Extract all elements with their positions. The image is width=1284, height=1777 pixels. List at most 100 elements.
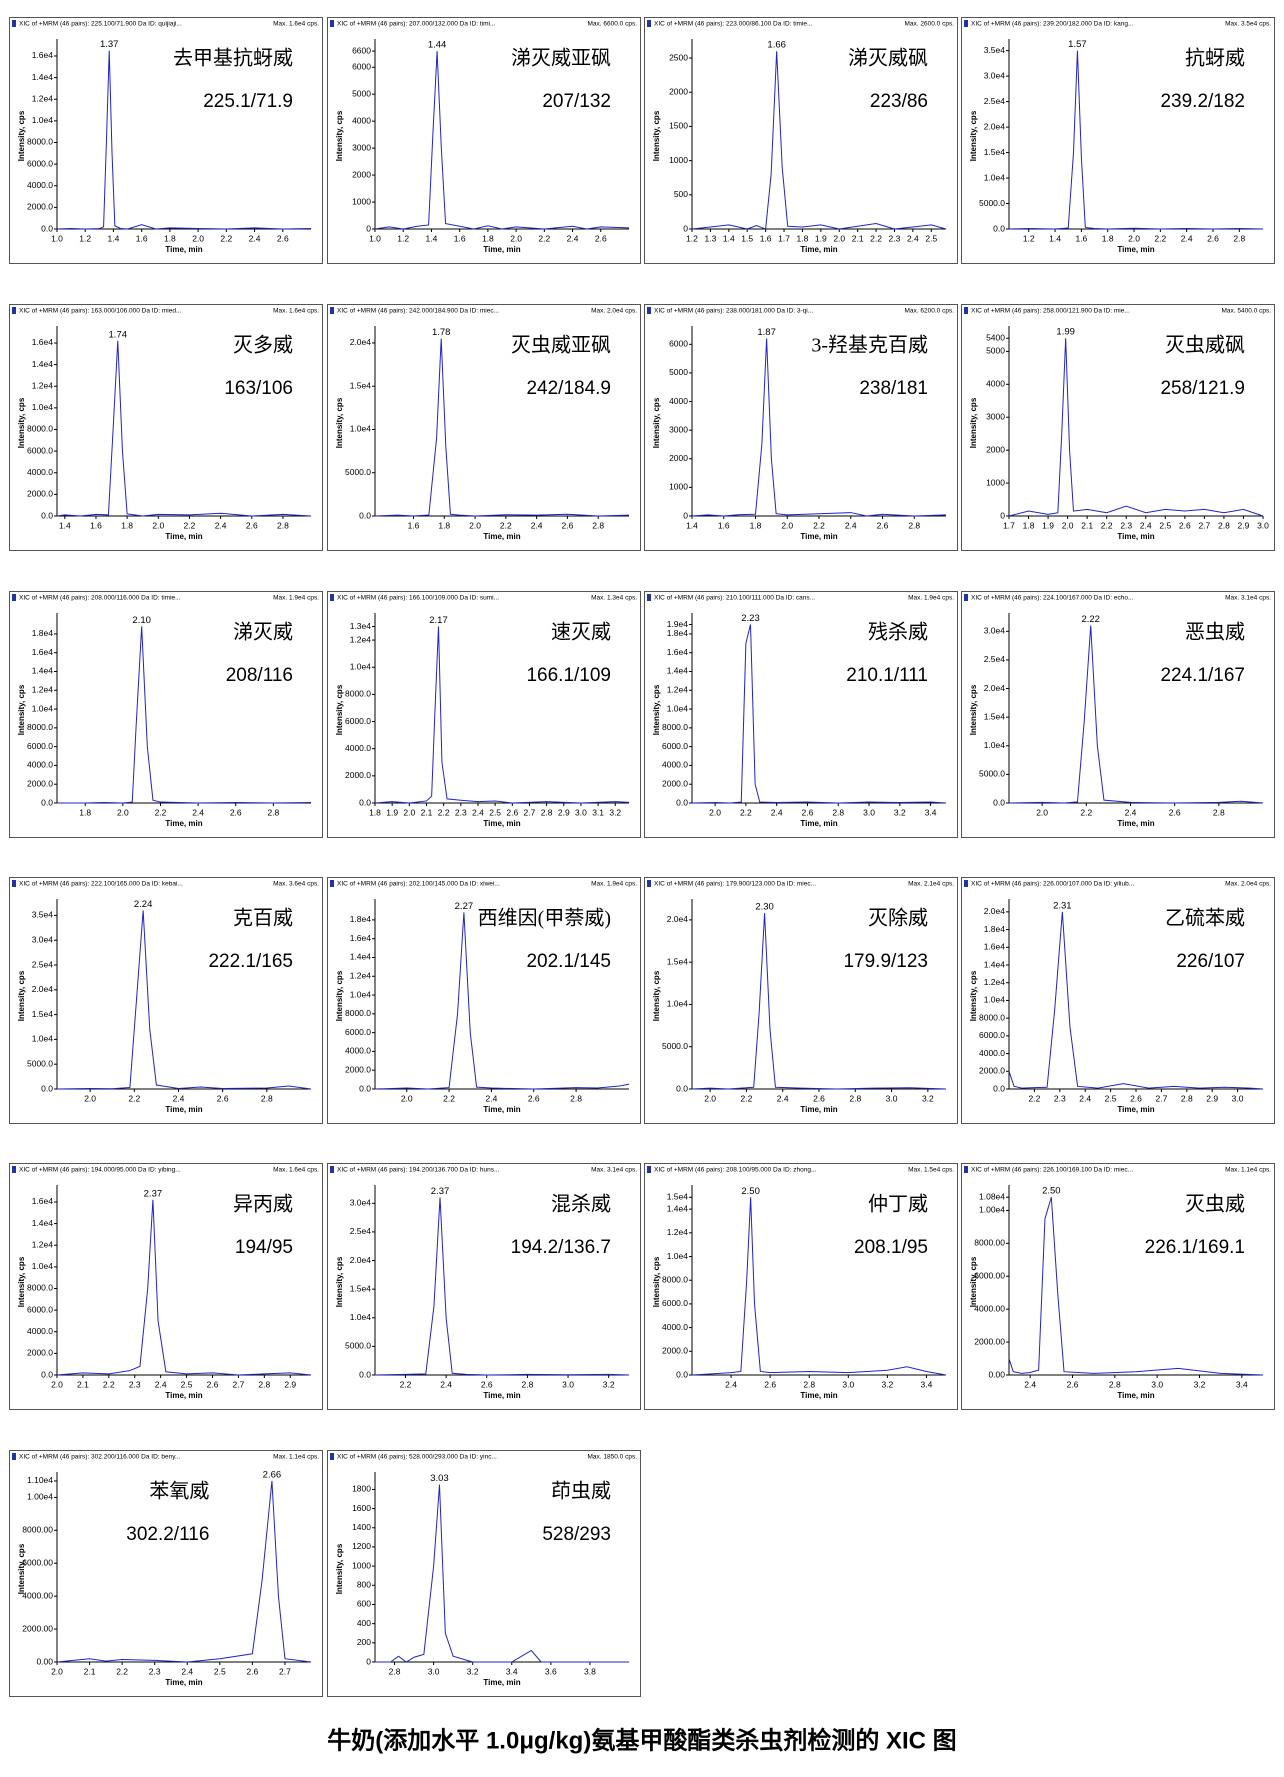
x-tick-label: 1.8 [797,233,809,243]
y-tick-label: 1.6e4 [32,1196,54,1206]
y-axis-label: Intensity, cps [969,970,978,1021]
y-axis-label: Intensity, cps [335,1543,344,1594]
transition: 239.2/182 [1160,91,1245,112]
xic-panel: XIC of +MRM (46 pairs): 210.100/111.000 … [644,591,958,838]
y-axis-label: Intensity, cps [969,684,978,735]
x-tick-label: 2.4 [1079,1093,1091,1103]
x-tick-label: 2.2 [400,1379,412,1389]
x-tick-label: 2.2 [813,520,825,530]
y-tick-label: 1.6e4 [32,337,54,347]
x-tick-label: 2.3 [455,807,467,817]
x-tick-label: 3.0 [1232,1093,1244,1103]
panel-header: XIC of +MRM (46 pairs): 207.000/132.000 … [337,21,496,28]
y-tick-label: 1.4e4 [667,1203,689,1213]
y-tick-label: 400 [357,1618,371,1628]
panel-frame [9,304,323,551]
y-tick-label: 1.3e4 [350,621,372,631]
y-tick-label: 0.0 [41,223,53,233]
y-tick-label: 0 [683,510,688,520]
x-axis-label: Time, min [165,819,202,828]
x-axis-label: Time, min [1117,245,1154,254]
compound-name: 乙硫苯威 [1165,907,1245,930]
x-tick-label: 1.2 [397,233,409,243]
y-tick-label: 4000 [986,379,1005,389]
y-tick-label: 1.0e4 [984,172,1006,182]
x-tick-label: 2.6 [246,520,258,530]
y-tick-label: 4000.0 [27,467,53,477]
x-tick-label: 2.7 [524,807,536,817]
x-tick-label: 2.6 [562,520,574,530]
xic-panel: XIC of +MRM (46 pairs): 302.200/116.000 … [9,1450,323,1697]
y-tick-label: 2000.0 [662,1346,688,1356]
x-tick-label: 2.6 [595,233,607,243]
x-tick-label: 2.8 [1109,1379,1121,1389]
y-tick-label: 1.8e4 [350,914,372,924]
y-tick-label: 4000.0 [27,760,53,770]
transition: 208/116 [226,665,293,686]
x-tick-label: 2.4 [771,807,783,817]
x-tick-label: 2.8 [803,1379,815,1389]
xic-panel: XIC of +MRM (46 pairs): 223.000/86.100 D… [644,17,958,264]
chromatogram-line [1008,1197,1264,1376]
peak-label: 1.78 [432,327,451,338]
x-tick-label: 2.0 [51,1666,63,1676]
x-tick-label: 2.6 [1067,1379,1079,1389]
x-tick-label: 1.3 [704,233,716,243]
y-tick-label: 0.0 [41,797,53,807]
y-tick-label: 1600 [352,1503,371,1513]
y-tick-label: 1.8e4 [667,628,689,638]
peak-label: 3.03 [430,1473,449,1484]
max-label: Max. 1.1e4 cps. [273,1454,319,1461]
compound-name: 3-羟基克百威 [811,334,928,357]
x-tick-label: 1.6 [408,520,420,530]
y-axis-label: Intensity, cps [17,110,26,161]
y-tick-label: 0.0 [41,1369,53,1379]
x-tick-label: 2.0 [84,1093,96,1103]
panel-icon [330,1166,334,1173]
y-axis-label: Intensity, cps [969,110,978,161]
x-axis-label: Time, min [483,819,520,828]
max-label: Max. 5400.0 cps. [1222,308,1272,315]
y-tick-label: 4000 [669,396,688,406]
y-tick-label: 1.0e4 [32,402,54,412]
x-tick-label: 2.1 [852,233,864,243]
x-tick-label: 3.0 [863,807,875,817]
panel-frame [9,1163,323,1410]
x-axis-label: Time, min [1117,1105,1154,1114]
y-tick-label: 4000 [352,115,371,125]
compound-name: 抗蚜威 [1185,47,1245,70]
max-label: Max. 2.1e4 cps. [908,881,954,888]
peak-label: 2.50 [741,1186,760,1197]
xic-panel: XIC of +MRM (46 pairs): 202.100/145.000 … [327,877,641,1124]
y-tick-label: 5000 [352,88,371,98]
y-tick-label: 3.5e4 [984,45,1006,55]
y-tick-label: 0.0 [359,510,371,520]
y-tick-label: 1.6e4 [32,647,54,657]
transition: 238/181 [859,378,928,399]
x-tick-label: 1.9 [815,233,827,243]
x-axis-label: Time, min [483,1678,520,1687]
panel-icon [647,20,651,27]
x-tick-label: 2.0 [51,1379,63,1389]
y-tick-label: 2000 [669,453,688,463]
x-tick-label: 2.1 [84,1666,96,1676]
compound-name: 异丙威 [233,1193,293,1216]
x-tick-label: 2.6 [1207,233,1219,243]
y-tick-label: 1.0e4 [32,1261,54,1271]
x-tick-label: 3.0 [1257,520,1269,530]
y-tick-label: 1.0e4 [32,1034,54,1044]
y-tick-label: 4000.0 [662,1322,688,1332]
x-tick-label: 2.4 [472,807,484,817]
compound-name: 灭除威 [868,907,928,930]
y-tick-label: 3.0e4 [350,1198,372,1208]
y-tick-label: 1.2e4 [350,634,372,644]
x-tick-label: 3.2 [609,807,621,817]
x-tick-label: 3.2 [922,1093,934,1103]
x-tick-label: 2.9 [1238,520,1250,530]
x-tick-label: 3.8 [584,1666,596,1676]
x-tick-label: 1.0 [369,233,381,243]
x-tick-label: 1.6 [760,233,772,243]
chromatogram-line [56,1480,312,1663]
x-tick-label: 2.1 [77,1379,89,1389]
